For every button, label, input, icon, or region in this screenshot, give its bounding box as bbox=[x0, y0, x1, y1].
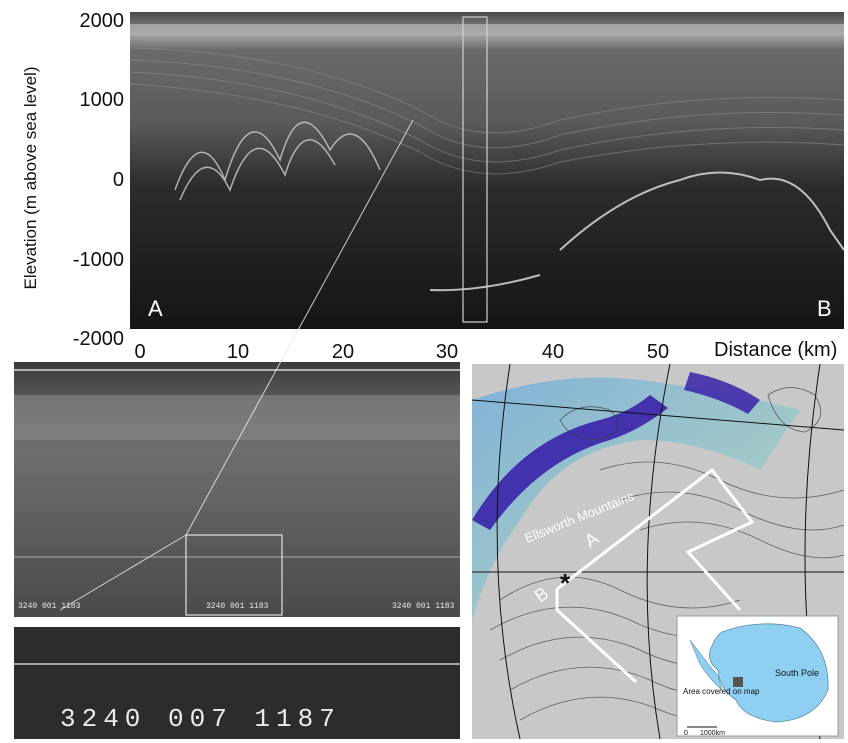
bedrock-left bbox=[174, 121, 381, 201]
ice-stream-main bbox=[472, 395, 668, 530]
x-axis-label: Distance (km) bbox=[714, 339, 837, 361]
survey-line-tail bbox=[555, 589, 638, 684]
area-covered-label: Area covered on map bbox=[683, 687, 760, 696]
site-marker: * bbox=[560, 568, 571, 598]
leader-line-upper bbox=[185, 119, 414, 536]
x-tick: 30 bbox=[436, 341, 458, 363]
y-tick: -1000 bbox=[73, 249, 124, 271]
scale-end: 1000km bbox=[700, 730, 725, 737]
radargram-panel: A B 2000 1000 0 -1000 -2000 Elevation (m… bbox=[21, 10, 845, 363]
inset-map: South Pole Area covered on map 0 1000km bbox=[676, 615, 839, 737]
x-tick: 50 bbox=[647, 341, 669, 363]
ice-stream-north bbox=[684, 372, 760, 414]
peninsula-shape bbox=[689, 639, 723, 691]
y-tick: -2000 bbox=[73, 328, 124, 350]
x-axis: 0 10 20 30 40 50 Distance (km) bbox=[134, 339, 837, 363]
survey-line bbox=[556, 467, 755, 612]
film-frame-code: 3240 001 1183 bbox=[18, 602, 81, 611]
bedrock-right bbox=[429, 171, 845, 292]
film-image bbox=[14, 362, 460, 617]
antarctica-shape bbox=[709, 623, 829, 723]
y-axis: 2000 1000 0 -1000 -2000 Elevation (m abo… bbox=[21, 10, 124, 350]
south-pole-label: South Pole bbox=[775, 668, 819, 678]
film-bright-band bbox=[14, 395, 460, 440]
internal-layers bbox=[129, 47, 845, 175]
scale-start: 0 bbox=[684, 730, 688, 737]
leader-line-lower bbox=[59, 534, 187, 611]
zoom-panel: 3240 007 1187 bbox=[14, 627, 460, 739]
y-tick: 0 bbox=[113, 169, 124, 191]
y-axis-label: Elevation (m above sea level) bbox=[21, 66, 40, 289]
x-tick: 20 bbox=[332, 341, 354, 363]
x-tick: 40 bbox=[542, 341, 564, 363]
map-panel: Ellsworth Mountains A B * South Pole Are… bbox=[471, 363, 845, 740]
x-tick: 0 bbox=[134, 341, 145, 363]
y-tick: 2000 bbox=[80, 10, 125, 32]
radargram-end-label: B bbox=[817, 296, 832, 321]
film-frame-code: 3240 001 1183 bbox=[392, 602, 455, 611]
radargram-start-label: A bbox=[148, 296, 163, 321]
film-zoom-window bbox=[185, 534, 283, 616]
film-frame-code: 3240 001 1183 bbox=[206, 602, 269, 611]
y-tick: 1000 bbox=[80, 89, 125, 111]
zoom-frame-code: 3240 007 1187 bbox=[60, 704, 341, 734]
zoom-image bbox=[14, 627, 460, 739]
x-tick: 10 bbox=[227, 341, 249, 363]
zoom-window bbox=[462, 16, 488, 323]
area-box bbox=[733, 677, 743, 687]
film-panel: 3240 001 1183 3240 001 1183 3240 001 118… bbox=[14, 119, 460, 617]
